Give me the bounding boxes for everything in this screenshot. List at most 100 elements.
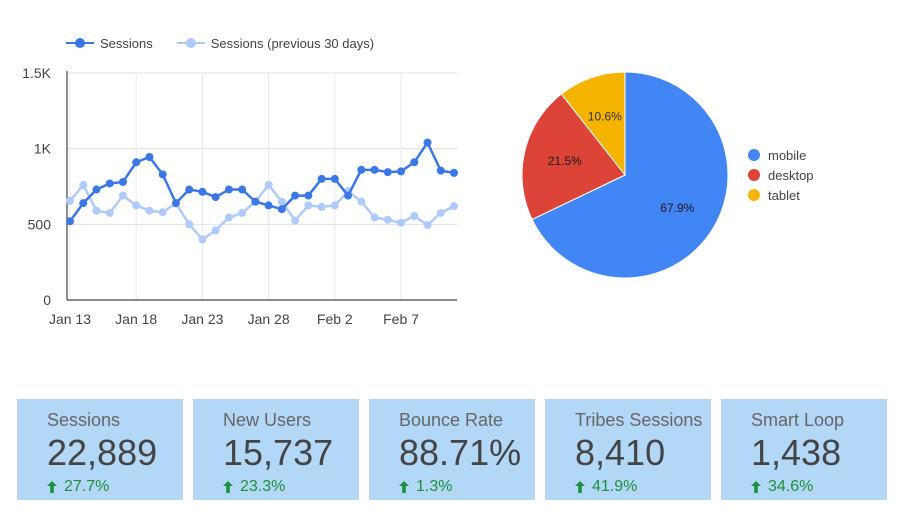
pie-slice-tablet xyxy=(560,71,626,177)
data-point-sessions-previous xyxy=(198,235,207,244)
data-point-sessions xyxy=(397,167,406,176)
scorecard-title: Tribes Sessions xyxy=(575,410,703,430)
data-point-sessions-previous xyxy=(118,191,127,200)
x-tick-label: Jan 13 xyxy=(49,311,91,327)
data-point-sessions-previous xyxy=(370,213,379,222)
legend-dot-mobile xyxy=(748,149,760,161)
arrow-up-icon xyxy=(223,481,233,493)
data-point-sessions xyxy=(105,179,114,188)
data-point-sessions xyxy=(330,174,339,183)
series-line-sessions xyxy=(68,141,455,223)
data-point-sessions-previous xyxy=(158,208,167,217)
scorecard-row: Sessions 22,889 27.7% New Users 15,737 2… xyxy=(17,399,887,500)
data-point-sessions-previous xyxy=(423,221,432,230)
arrow-up-icon xyxy=(399,481,409,493)
data-point-sessions xyxy=(132,158,141,167)
data-point-sessions-previous xyxy=(436,208,445,217)
data-point-sessions-previous xyxy=(410,212,419,221)
data-point-sessions-previous xyxy=(224,213,233,222)
scorecard-value: 8,410 xyxy=(575,432,666,473)
data-point-sessions xyxy=(145,152,154,161)
pie-label-desktop: 21.5% xyxy=(548,154,582,168)
data-point-sessions-previous xyxy=(66,196,74,205)
legend-marker-sessions xyxy=(66,38,94,48)
legend-item-desktop[interactable]: desktop xyxy=(748,165,814,185)
y-tick-label: 1.5K xyxy=(22,65,51,81)
arrow-up-icon xyxy=(575,481,585,493)
data-point-sessions-previous xyxy=(397,218,406,227)
data-point-sessions xyxy=(224,185,233,194)
scorecard-change-value: 34.6% xyxy=(768,478,814,495)
x-tick-label: Jan 28 xyxy=(248,311,290,327)
scorecard-smart-loop[interactable]: Smart Loop 1,438 34.6% xyxy=(721,399,887,500)
scorecard-change-value: 1.3% xyxy=(416,478,453,495)
legend-item-tablet[interactable]: tablet xyxy=(748,185,814,205)
scorecard-change-value: 27.7% xyxy=(64,478,110,495)
data-point-sessions-previous xyxy=(450,202,458,211)
data-point-sessions xyxy=(251,197,260,206)
data-point-sessions-previous xyxy=(357,197,366,206)
data-point-sessions xyxy=(264,201,273,210)
data-point-sessions xyxy=(79,199,88,208)
legend-item-mobile[interactable]: mobile xyxy=(748,145,814,165)
legend-label-sessions: Sessions xyxy=(100,35,153,51)
data-point-sessions xyxy=(171,199,180,208)
scorecard-change: 34.6% xyxy=(751,477,887,497)
y-tick-label: 1K xyxy=(34,141,52,157)
data-point-sessions-previous xyxy=(145,206,154,215)
legend-item-sessions[interactable]: Sessions xyxy=(66,33,153,53)
data-point-sessions xyxy=(277,205,286,214)
data-point-sessions xyxy=(158,170,167,179)
data-point-sessions-previous xyxy=(291,216,300,225)
data-point-sessions-previous xyxy=(105,208,114,217)
data-point-sessions xyxy=(317,174,326,183)
pie-slice-desktop xyxy=(521,93,626,221)
scorecard-title: New Users xyxy=(223,410,312,430)
data-point-sessions-previous xyxy=(317,202,326,211)
pie-label-tablet: 10.6% xyxy=(588,110,622,124)
data-point-sessions xyxy=(344,191,353,200)
scorecard-value: 1,438 xyxy=(751,432,842,473)
scorecard-value: 15,737 xyxy=(223,432,334,473)
x-tick-label: Jan 23 xyxy=(181,311,223,327)
data-point-sessions xyxy=(423,138,432,147)
data-point-sessions xyxy=(118,177,127,186)
data-point-sessions-previous xyxy=(330,201,339,210)
legend-item-sessions-previous[interactable]: Sessions (previous 30 days) xyxy=(176,33,375,53)
data-point-sessions xyxy=(436,166,445,175)
data-point-sessions-previous xyxy=(277,197,286,206)
legend-label-desktop: desktop xyxy=(768,167,814,183)
scorecard-value: 88.71% xyxy=(399,432,522,473)
scorecard-change: 23.3% xyxy=(223,477,359,497)
data-point-sessions xyxy=(198,187,207,196)
data-point-sessions xyxy=(304,191,313,200)
legend-label-tablet: tablet xyxy=(768,187,800,203)
legend-label-sessions-previous: Sessions (previous 30 days) xyxy=(210,35,375,51)
legend-marker-sessions-previous xyxy=(176,38,205,48)
scorecard-change: 27.7% xyxy=(47,477,183,497)
legend-dot-desktop xyxy=(748,169,760,181)
data-point-sessions xyxy=(238,185,247,194)
scorecard-tribes-sessions[interactable]: Tribes Sessions 8,410 41.9% xyxy=(545,399,711,500)
data-point-sessions xyxy=(383,168,392,177)
scorecard-sessions[interactable]: Sessions 22,889 27.7% xyxy=(17,399,183,500)
data-point-sessions-previous xyxy=(211,226,220,235)
data-point-sessions xyxy=(92,185,101,194)
data-point-sessions-previous xyxy=(92,206,101,215)
data-point-sessions-previous xyxy=(264,180,273,189)
scorecard-new-users[interactable]: New Users 15,737 23.3% xyxy=(193,399,359,500)
legend-label-mobile: mobile xyxy=(768,147,807,163)
data-point-sessions-previous xyxy=(79,180,88,189)
y-tick-label: 500 xyxy=(28,216,52,232)
data-point-sessions-previous xyxy=(185,220,194,229)
x-tick-label: Feb 7 xyxy=(383,311,419,327)
line-chart-legend: Sessions Sessions (previous 30 days) xyxy=(66,33,374,53)
data-point-sessions xyxy=(66,217,74,226)
arrow-up-icon xyxy=(47,481,57,493)
scorecard-title: Sessions xyxy=(47,410,121,430)
data-point-sessions xyxy=(450,168,458,177)
scorecard-value: 22,889 xyxy=(47,432,158,473)
data-point-sessions xyxy=(185,185,194,194)
scorecard-bounce-rate[interactable]: Bounce Rate 88.71% 1.3% xyxy=(369,399,535,500)
series-line-sessions-previous xyxy=(69,183,455,241)
